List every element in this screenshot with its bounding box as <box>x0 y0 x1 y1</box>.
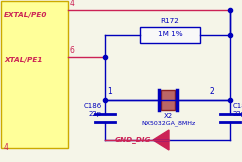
Text: 22p: 22p <box>233 111 242 117</box>
Text: EXTAL/PE0: EXTAL/PE0 <box>4 12 47 18</box>
Text: 6: 6 <box>70 46 75 55</box>
Text: X2: X2 <box>163 113 173 119</box>
Bar <box>161 90 175 110</box>
Polygon shape <box>153 130 169 150</box>
Text: 1M 1%: 1M 1% <box>158 31 182 37</box>
Text: R172: R172 <box>160 18 179 24</box>
Text: NX5032GA_8MHz: NX5032GA_8MHz <box>141 120 195 126</box>
Bar <box>140 27 200 43</box>
Text: 1: 1 <box>107 87 112 96</box>
Bar <box>1 1 68 148</box>
Text: 22p: 22p <box>89 111 102 117</box>
Text: C186: C186 <box>84 103 102 109</box>
Text: XTAL/PE1: XTAL/PE1 <box>4 57 42 63</box>
Text: C187: C187 <box>233 103 242 109</box>
Text: GND_DIG: GND_DIG <box>114 137 151 144</box>
Text: 4: 4 <box>4 144 9 152</box>
Text: 4: 4 <box>70 0 75 8</box>
Text: 2: 2 <box>210 87 215 96</box>
